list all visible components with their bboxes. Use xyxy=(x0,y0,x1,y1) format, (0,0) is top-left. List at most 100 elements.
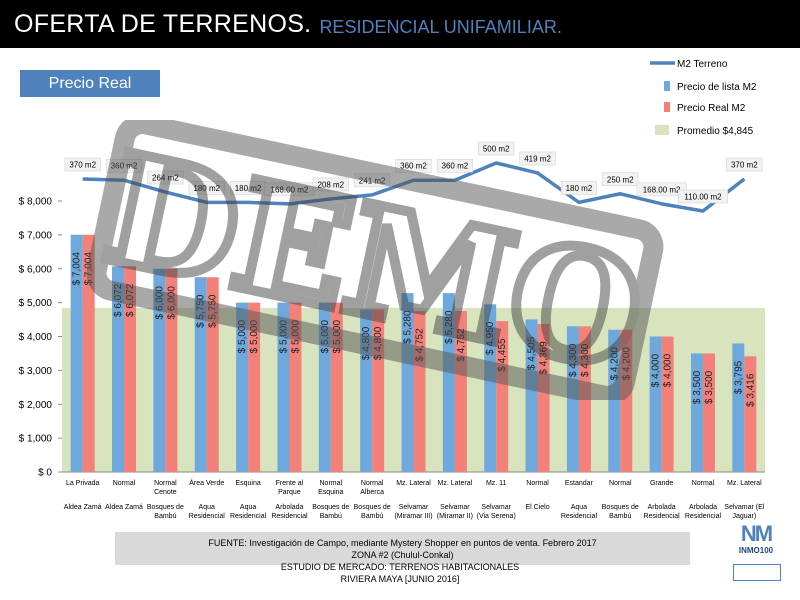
x-tick-label: Grande xyxy=(650,480,673,487)
x-group-label: Bambú xyxy=(320,513,342,520)
m2-label-box xyxy=(678,189,728,204)
bar-label-real: $ 4,300 xyxy=(580,343,591,377)
x-tick-label: Parque xyxy=(278,489,301,496)
x-tick-label: Alberca xyxy=(360,489,384,496)
m2-label-text: 250 m2 xyxy=(607,175,634,184)
m2-label: 500 m2 xyxy=(478,141,515,156)
logo-text: INMO100 xyxy=(738,546,774,555)
bar-label-lista: $ 5,000 xyxy=(320,320,331,354)
x-group-label: Bosques de xyxy=(354,504,391,511)
m2-label: 241 m2 xyxy=(354,173,391,188)
m2-label-text: 180 m2 xyxy=(235,184,262,193)
x-tick-label: Mz. 11 xyxy=(486,480,507,487)
bar-label-lista: $ 3,795 xyxy=(733,360,744,394)
source-box: FUENTE: Investigación de Campo, mediante… xyxy=(115,532,690,565)
x-group-label: Residencial xyxy=(271,513,308,520)
x-group-label: Jaguar) xyxy=(732,513,756,520)
y-tick-label: $ 6,000 xyxy=(19,264,53,275)
m2-label-text: 208 m2 xyxy=(317,180,344,189)
m2-label-text: 241 m2 xyxy=(359,176,386,185)
m2-label-text: 370 m2 xyxy=(731,161,758,170)
bar-precio-lista xyxy=(70,234,83,472)
bar-label-real: $ 4,455 xyxy=(497,338,508,372)
y-tick-label: $ 8,000 xyxy=(19,197,53,208)
x-group-label: Residencial xyxy=(230,513,267,520)
x-group-label: Residencial xyxy=(685,513,722,520)
page-title: OFERTA DE TERRENOS. xyxy=(14,9,312,38)
page-subtitle: RESIDENCIAL UNIFAMILIAR. xyxy=(319,16,562,37)
x-tick-label: Normal xyxy=(609,480,632,487)
m2-label: 180 m2 xyxy=(560,181,597,195)
x-group-label: Bosques de xyxy=(147,504,184,511)
m2-label-text: 360 m2 xyxy=(442,162,469,171)
source-line-2: ZONA #2 (Chulul-Conkal) xyxy=(351,549,454,560)
legend-label: M2 Terreno xyxy=(677,59,728,70)
x-group-label: Selvamar xyxy=(440,504,470,511)
m2-label: 370 m2 xyxy=(726,157,763,172)
m2-label: 168.00 m2 xyxy=(264,182,315,197)
y-tick-label: $ 7,000 xyxy=(19,230,53,241)
bar-label-lista: $ 5,000 xyxy=(237,320,248,354)
m2-label-text: 168.00 m2 xyxy=(271,185,309,194)
precio-real-badge: Precio Real xyxy=(20,70,160,97)
x-tick-label: Estandar xyxy=(565,480,594,487)
m2-label: 360 m2 xyxy=(395,158,432,173)
bar-label-lista: $ 4,950 xyxy=(485,321,496,355)
x-tick-label: Normal xyxy=(113,480,136,487)
x-group-label: Bambú xyxy=(361,513,383,520)
x-group-label: Bambú xyxy=(609,513,631,520)
x-group-label: Selvamar xyxy=(399,504,429,511)
m2-label-text: 264 m2 xyxy=(152,174,179,183)
m2-label-text: 180 m2 xyxy=(566,184,593,193)
y-tick-label: $ 1,000 xyxy=(19,434,53,445)
x-group-label: Aldea Zamá xyxy=(64,504,102,511)
bar-label-real: $ 6,072 xyxy=(125,283,136,317)
x-tick-label: Área Verde xyxy=(189,478,224,487)
bar-label-lista: $ 4,300 xyxy=(568,343,579,377)
m2-label-text: 419 m2 xyxy=(524,154,551,163)
bar-precio-real xyxy=(744,356,757,472)
m2-label-text: 168.00 m2 xyxy=(643,185,681,194)
bar-precio-lista xyxy=(690,353,703,472)
x-group-label: Bosques de xyxy=(602,504,639,511)
m2-label-text: 500 m2 xyxy=(483,145,510,154)
bar-label-real: $ 3,416 xyxy=(745,373,756,407)
x-tick-label: Cenote xyxy=(154,489,177,496)
bar-label-real: $ 5,000 xyxy=(290,320,301,354)
bar-label-real: $ 5,000 xyxy=(249,320,260,354)
x-tick-label: Esquina xyxy=(318,489,343,496)
footer-text: ESTUDIO DE MERCADO: TERRENOS HABITACIONA… xyxy=(200,561,600,585)
legend-swatch xyxy=(664,102,670,112)
x-group-label: (Miramar III) xyxy=(394,513,432,520)
bar-label-lista: $ 5,000 xyxy=(278,320,289,354)
bar-label-real: $ 4,000 xyxy=(663,353,674,387)
bar-label-lista: $ 4,200 xyxy=(609,347,620,381)
x-tick-label: Mz. Lateral xyxy=(727,480,762,487)
x-group-label: El Cielo xyxy=(525,504,549,511)
m2-label: 110.00 m2 xyxy=(678,189,728,204)
x-group-label: Arbolada xyxy=(648,504,676,511)
bar-label-real: $ 4,800 xyxy=(373,326,384,360)
x-group-label: Aqua xyxy=(240,504,256,511)
bar-label-real: $ 4,200 xyxy=(621,347,632,381)
bar-label-real: $ 5,750 xyxy=(208,294,219,328)
x-tick-label: Normal xyxy=(361,480,384,487)
y-tick-label: $ 3,000 xyxy=(19,366,53,377)
m2-label-text: 360 m2 xyxy=(400,162,427,171)
bar-label-real: $ 4,752 xyxy=(456,328,467,362)
x-group-label: Aqua xyxy=(571,504,587,511)
legend-label: Promedio $4,845 xyxy=(677,126,754,137)
bar-label-lista: $ 4,800 xyxy=(361,326,372,360)
m2-label-text: 360 m2 xyxy=(111,162,138,171)
bar-label-real: $ 4,752 xyxy=(415,328,426,362)
m2-label: 264 m2 xyxy=(147,170,184,185)
legend-label: Precio de lista M2 xyxy=(677,82,757,93)
x-group-label: Selvamar xyxy=(481,504,511,511)
x-tick-label: Normal xyxy=(154,480,177,487)
footer-line-1: ESTUDIO DE MERCADO: TERRENOS HABITACIONA… xyxy=(280,562,520,572)
bar-label-real: $ 4,369 xyxy=(539,341,550,375)
x-group-label: Residencial xyxy=(561,513,598,520)
x-tick-label: Normal xyxy=(692,480,715,487)
x-group-label: Residencial xyxy=(644,513,681,520)
